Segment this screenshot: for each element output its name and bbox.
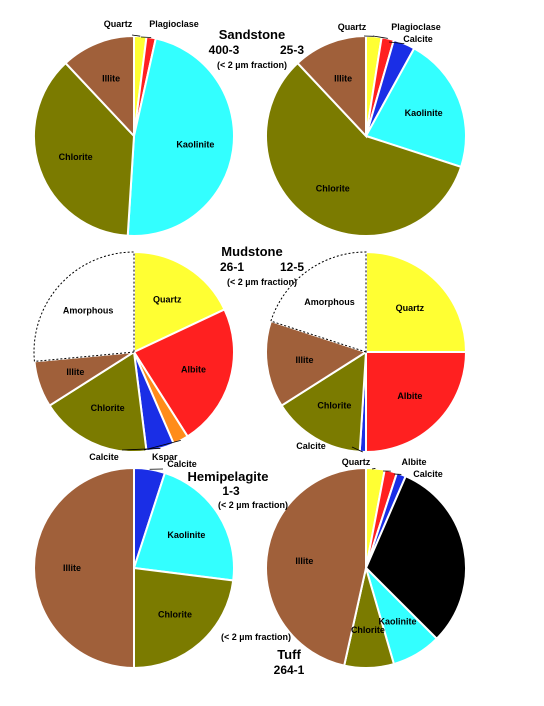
slice-label-calcite: Calcite [413, 469, 443, 479]
pie-12-5: Quartz Albite Calcite Chlorite Illite Amorpho… [265, 250, 468, 454]
fraction-note-hemipelagite: (< 2 µm fraction) [218, 500, 288, 510]
slice-label-amorphous: Amorphous [63, 305, 114, 315]
slice-label-quartz: Quartz [396, 303, 425, 313]
pie-slice-kaolinite [364, 47, 467, 169]
slice-label-kaolinite: Kaolinite [379, 616, 417, 626]
pie-slice-albite [132, 308, 235, 438]
slice-label-chlorite: Chlorite [158, 610, 192, 620]
pie-slice-amorphous [33, 251, 135, 362]
pie-slice-illite [33, 466, 135, 670]
fraction-note-tuff: (< 2 µm fraction) [221, 632, 291, 642]
sample-label-12-5: 12-5 [280, 260, 304, 274]
pie-slice-laumontite [364, 474, 467, 641]
sample-label-26-1: 26-1 [220, 260, 244, 274]
slice-label-calcite: Calcite [403, 34, 433, 44]
leader-line-kspar [143, 439, 181, 451]
pie-slice-chlorite [48, 350, 148, 453]
pie-slice-quartz [365, 250, 468, 353]
slice-label-chlorite: Chlorite [316, 183, 350, 193]
slice-label-laumontite: Laumontite [403, 551, 452, 561]
sample-label-400-3: 400-3 [209, 43, 240, 57]
pie-charts: Quartz PlagioclaseKaoliniteChloriteIllite… [33, 19, 468, 670]
slice-label-kaolinite: Kaolinite [176, 140, 214, 150]
pie-slice-kaolinite [132, 471, 235, 582]
slice-label-chlorite: Chlorite [317, 400, 351, 410]
title-hemipelagite: Hemipelagite [188, 469, 269, 484]
pie-25-3: Quartz Plagioclase Calcite Kaolinite Chlorit… [265, 22, 467, 237]
pie-slice-quartz [133, 250, 226, 354]
sample-label-264-1: 264-1 [274, 663, 305, 677]
pie-slice-amorphous [270, 251, 367, 353]
pie-slice-chlorite [265, 61, 463, 237]
slice-label-quartz: Quartz [338, 22, 367, 32]
pie-slice-illite [265, 466, 367, 667]
slice-label-albite: Albite [397, 391, 422, 401]
leader-line-plagioclase [372, 35, 388, 39]
slice-label-illite: Illite [102, 73, 120, 83]
fraction-note-sandstone: (< 2 µm fraction) [217, 60, 287, 70]
slice-label-quartz: Quartz [104, 19, 133, 29]
slice-label-albite: Albite [181, 364, 206, 374]
leader-line-calcite [121, 448, 161, 451]
slice-label-plagioclase: Plagioclase [391, 22, 441, 32]
slice-label-kaolinite: Kaolinite [167, 530, 205, 540]
title-sandstone: Sandstone [219, 27, 285, 42]
slice-label-calcite: Calcite [89, 452, 119, 462]
pie-slice-illite [33, 351, 135, 407]
leader-line-quartz [371, 468, 376, 470]
slice-label-plagioclase: Plagioclase [149, 19, 199, 29]
slice-label-kspar: Kspar [152, 452, 178, 462]
slice-label-chlorite: Chlorite [351, 625, 385, 635]
sample-label-1-3: 1-3 [222, 484, 240, 498]
pie-slice-chlorite [280, 350, 368, 453]
pie-1-3: Calcite Kaolinite Chlorite Illite [33, 459, 235, 670]
slice-label-illite: Illite [63, 563, 81, 573]
pie-slice-chlorite [33, 61, 136, 237]
slice-label-illite: Illite [334, 73, 352, 83]
pie-264-1: Quartz Albite Calcite Laumontite KaoliniteCh… [265, 457, 467, 669]
pie-slice-illite [265, 319, 369, 407]
leader-line-calcite [388, 41, 405, 45]
pie-slice-albite [365, 351, 468, 454]
slice-label-kaolinite: Kaolinite [405, 108, 443, 118]
slice-label-chlorite: Chlorite [91, 403, 125, 413]
slice-label-quartz: Quartz [153, 295, 182, 305]
slice-label-illite: Illite [295, 355, 313, 365]
slice-label-amorphous: Amorphous [304, 297, 355, 307]
leader-line-calcite [351, 446, 364, 453]
title-tuff: Tuff [277, 647, 301, 662]
title-mudstone: Mudstone [221, 244, 282, 259]
slice-label-illite: Illite [295, 556, 313, 566]
slice-label-calcite: Calcite [167, 459, 197, 469]
pie-slice-illite [296, 34, 367, 139]
pie-26-1: Quartz Albite Kspar Calcite Chlorite Illite Am… [33, 250, 235, 462]
leader-line-quartz [131, 34, 141, 37]
slice-label-calcite: Calcite [296, 441, 326, 451]
sample-label-25-3: 25-3 [280, 43, 304, 57]
slice-label-quartz: Quartz [342, 457, 371, 467]
pie-slice-illite [64, 34, 135, 139]
slice-label-albite: Albite [401, 457, 426, 467]
pie-400-3: Quartz Plagioclase Kaolinite Chlorite Illite [33, 19, 235, 237]
pie-slice-chlorite [133, 566, 235, 670]
slice-label-illite: Illite [66, 367, 84, 377]
slice-label-chlorite: Chlorite [59, 152, 93, 162]
fraction-note-mudstone: (< 2 µm fraction) [227, 277, 297, 287]
pie-slice-kaolinite [126, 37, 235, 237]
